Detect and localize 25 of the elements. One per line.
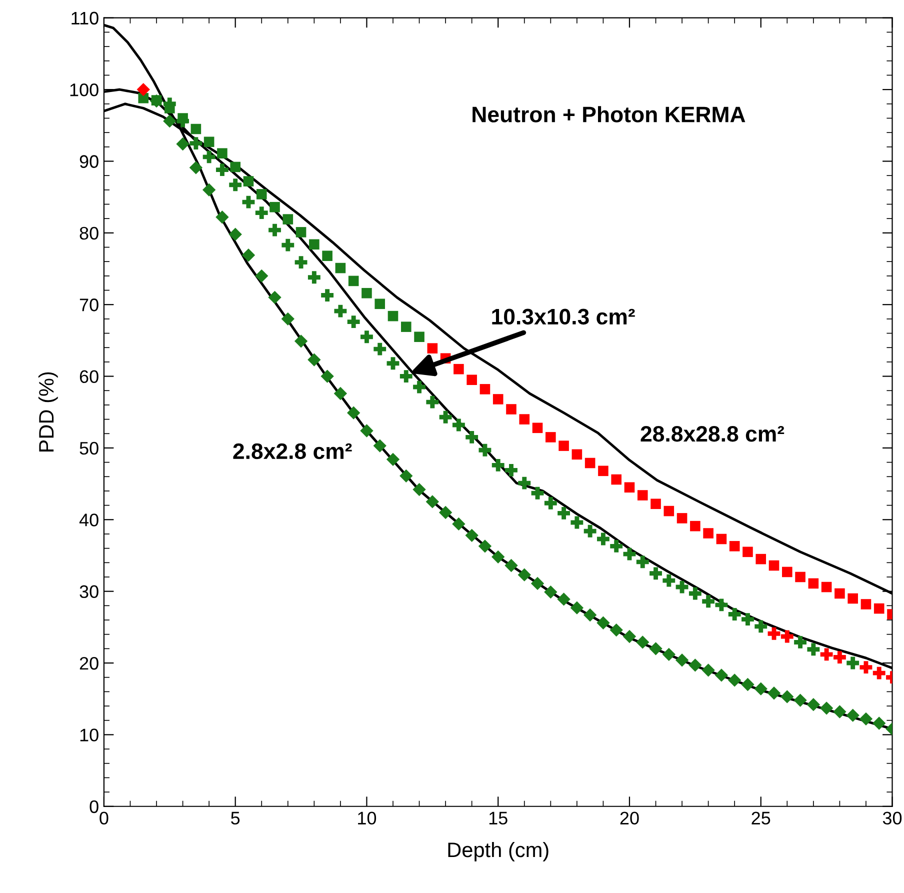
x-tick-label: 20: [620, 812, 639, 824]
y-tick-label: 0: [90, 800, 98, 814]
annotation: 28.8x28.8 cm²: [640, 426, 784, 442]
y-tick-label: 20: [80, 656, 98, 670]
x-tick-label: 30: [882, 812, 902, 824]
y-tick-label: 90: [80, 155, 98, 168]
x-tick-label: 15: [489, 812, 508, 824]
x-tick-label: 10: [358, 812, 376, 824]
x-tick-label: 0: [100, 812, 108, 824]
x-axis-title: Depth (cm): [448, 842, 548, 862]
y-tick-label: 110: [72, 12, 98, 25]
annotation: 10.3x10.3 cm²: [492, 308, 635, 325]
y-axis-title: PDD (%): [38, 372, 58, 452]
y-tick-label: 40: [79, 514, 98, 526]
y-tick-label: 100: [70, 83, 98, 96]
y-tick-label: 50: [80, 442, 98, 455]
x-tick-label: 5: [231, 812, 240, 824]
x-tick-label: 25: [752, 812, 770, 824]
annotation: 2.8x2.8 cm²: [233, 443, 352, 460]
y-tick-label: 10: [80, 728, 98, 742]
y-tick-label: 70: [80, 298, 98, 312]
y-tick-label: 80: [80, 226, 98, 240]
y-tick-label: 30: [80, 585, 98, 598]
text: Neutron + Photon KERMA: [472, 106, 746, 122]
y-tick-label: 60: [80, 370, 98, 383]
